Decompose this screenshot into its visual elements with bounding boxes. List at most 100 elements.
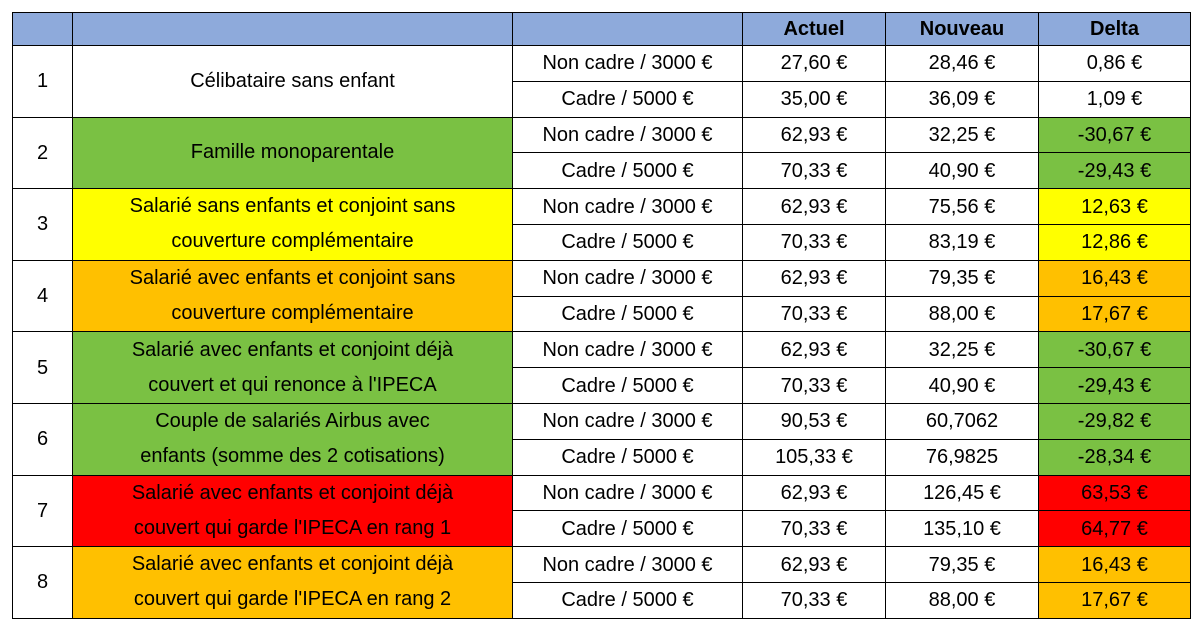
delta-cell: 17,67 € [1038, 581, 1191, 619]
table-row: 6 Couple de salariés Airbus avec enfants (… [12, 402, 1191, 476]
delta-cell: 16,43 € [1038, 546, 1191, 583]
group-number: 4 [12, 259, 73, 333]
nouveau-cell: 36,09 € [885, 80, 1039, 118]
description-line: couverture complémentaire [171, 302, 414, 325]
group-number: 2 [12, 116, 73, 190]
profile-cell: Cadre / 5000 € [512, 581, 743, 619]
nouveau-cell: 40,90 € [885, 152, 1039, 190]
delta-cell: 63,53 € [1038, 474, 1191, 512]
actuel-cell: 62,93 € [742, 546, 886, 583]
actuel-cell: 70,33 € [742, 581, 886, 619]
table-row: 2 Famille monoparentale Non cadre / 3000 €… [12, 116, 1191, 190]
actuel-cell: 70,33 € [742, 295, 886, 333]
delta-cell: 12,63 € [1038, 188, 1191, 225]
table-row: Cadre / 5000 €70,33 €40,90 € -29,43 € [13, 152, 1191, 190]
header-cell: Actuel [742, 12, 886, 46]
nouveau-cell: 83,19 € [885, 223, 1039, 261]
table-row: Cadre / 5000 €70,33 €83,19 €12,86 € [13, 223, 1191, 261]
delta-cell: -29,43 € [1038, 367, 1191, 404]
actuel-cell: 35,00 € [742, 80, 886, 118]
profile-cell: Cadre / 5000 € [512, 438, 743, 476]
table-row: 7 Salarié avec enfants et conjoint déjà co… [12, 474, 1191, 548]
description-line: couvert et qui renonce à l'IPECA [148, 373, 437, 396]
delta-cell: 1,09 € [1038, 80, 1191, 118]
group-number: 5 [12, 331, 73, 404]
description-line: Salarié avec enfants et conjoint sans [129, 267, 456, 290]
profile-cell: Cadre / 5000 € [512, 152, 743, 190]
delta-cell: -30,67 € [1038, 116, 1191, 154]
actuel-cell: 62,93 € [742, 331, 886, 369]
actuel-cell: 62,93 € [742, 259, 886, 297]
nouveau-cell: 135,10 € [885, 510, 1039, 548]
header-cell: Nouveau [885, 12, 1039, 46]
header-cell [512, 12, 743, 46]
nouveau-cell: 32,25 € [885, 116, 1039, 154]
group-number: 1 [12, 45, 73, 118]
header-cell: Delta [1038, 12, 1191, 46]
delta-cell: 0,86 € [1038, 45, 1191, 82]
actuel-cell: 90,53 € [742, 402, 886, 440]
profile-cell: Non cadre / 3000 € [512, 331, 743, 369]
description-line: Salarié avec enfants et conjoint déjà [131, 553, 454, 576]
nouveau-cell: 79,35 € [885, 546, 1039, 583]
actuel-cell: 62,93 € [742, 474, 886, 512]
delta-cell: -29,82 € [1038, 402, 1191, 440]
delta-cell: -30,67 € [1038, 331, 1191, 369]
group-number: 6 [12, 402, 73, 476]
group-description: Couple de salariés Airbus avec enfants (s… [72, 402, 513, 476]
header-cell [72, 12, 513, 46]
nouveau-cell: 76,9825 [885, 438, 1039, 476]
profile-cell: Cadre / 5000 € [512, 223, 743, 261]
description-line: enfants (somme des 2 cotisations) [140, 445, 445, 468]
description-line: couvert qui garde l'IPECA en rang 2 [133, 588, 452, 611]
delta-cell: 17,67 € [1038, 295, 1191, 333]
profile-cell: Cadre / 5000 € [512, 295, 743, 333]
actuel-cell: 27,60 € [742, 45, 886, 82]
nouveau-cell: 88,00 € [885, 581, 1039, 619]
description-line: Famille monoparentale [190, 141, 395, 164]
group-number: 7 [12, 474, 73, 548]
actuel-cell: 70,33 € [742, 223, 886, 261]
table-row: 1 Célibataire sans enfant Non cadre / 3000… [12, 45, 1191, 118]
profile-cell: Cadre / 5000 € [512, 80, 743, 118]
table-row: 4 Salarié avec enfants et conjoint sans co… [12, 259, 1191, 333]
delta-cell: -28,34 € [1038, 438, 1191, 476]
delta-cell: 12,86 € [1038, 223, 1191, 261]
description-line: Couple de salariés Airbus avec [155, 410, 430, 433]
table-row: Cadre / 5000 €70,33 €135,10 €64,77 € [13, 510, 1191, 548]
cost-table: Actuel Nouveau Delta 1 Célibataire sans e… [12, 12, 1191, 619]
nouveau-cell: 60,7062 [885, 402, 1039, 440]
table-row: 3 Salarié sans enfants et conjoint sans co… [12, 188, 1191, 261]
nouveau-cell: 75,56 € [885, 188, 1039, 225]
profile-cell: Non cadre / 3000 € [512, 45, 743, 82]
table-row: 8 Salarié avec enfants et conjoint déjà co… [12, 546, 1191, 619]
table-row: Cadre / 5000 €70,33 €40,90 € -29,43 € [13, 367, 1191, 404]
description-line: Salarié avec enfants et conjoint déjà [131, 338, 454, 361]
actuel-cell: 70,33 € [742, 152, 886, 190]
actuel-cell: 70,33 € [742, 510, 886, 548]
profile-cell: Non cadre / 3000 € [512, 546, 743, 583]
table-row: 5 Salarié avec enfants et conjoint déjà co… [12, 331, 1191, 404]
profile-cell: Non cadre / 3000 € [512, 259, 743, 297]
table-row: Cadre / 5000 €70,33 €88,00 €17,67 € [13, 581, 1191, 619]
nouveau-cell: 79,35 € [885, 259, 1039, 297]
actuel-cell: 105,33 € [742, 438, 886, 476]
actuel-cell: 70,33 € [742, 367, 886, 404]
table-row: Cadre / 5000 €35,00 €36,09 €1,09 € [13, 80, 1191, 118]
header-row: Actuel Nouveau Delta [12, 12, 1191, 46]
group-description: Salarié avec enfants et conjoint déjà cou… [72, 474, 513, 548]
profile-cell: Cadre / 5000 € [512, 367, 743, 404]
group-description: Salarié avec enfants et conjoint sans cou… [72, 259, 513, 333]
profile-cell: Cadre / 5000 € [512, 510, 743, 548]
group-number: 3 [12, 188, 73, 261]
group-description: Salarié avec enfants et conjoint déjà cou… [72, 331, 513, 404]
table-row: Cadre / 5000 €70,33 €88,00 €17,67 € [13, 295, 1191, 333]
profile-cell: Non cadre / 3000 € [512, 402, 743, 440]
header-cell [12, 12, 73, 46]
group-number: 8 [12, 546, 73, 619]
profile-cell: Non cadre / 3000 € [512, 116, 743, 154]
actuel-cell: 62,93 € [742, 116, 886, 154]
profile-cell: Non cadre / 3000 € [512, 474, 743, 512]
group-description: Célibataire sans enfant [72, 45, 513, 118]
nouveau-cell: 28,46 € [885, 45, 1039, 82]
